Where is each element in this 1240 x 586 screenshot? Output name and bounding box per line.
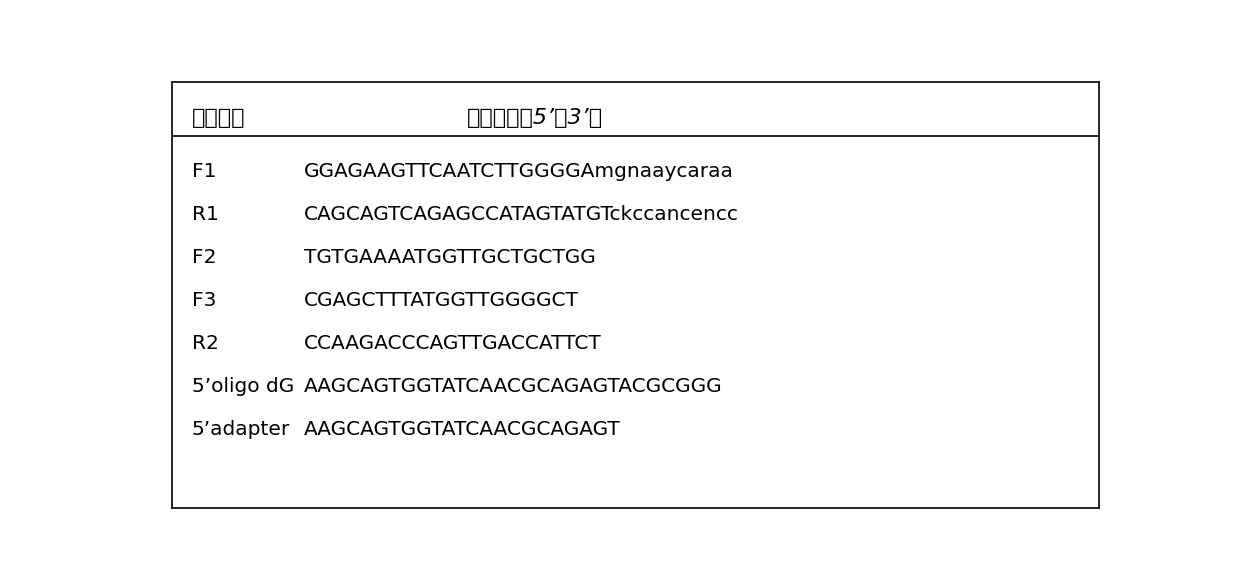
Text: GGAGAAGTTCAATCTTGGGGAmgnaaycaraa: GGAGAAGTTCAATCTTGGGGAmgnaaycaraa <box>304 162 734 181</box>
Text: 5’oligo dG: 5’oligo dG <box>191 377 294 396</box>
Text: CCAAGACCCAGTTGACCATTCT: CCAAGACCCAGTTGACCATTCT <box>304 334 601 353</box>
Text: R1: R1 <box>191 205 218 224</box>
Text: F3: F3 <box>191 291 216 310</box>
Text: 引物名称: 引物名称 <box>191 108 246 128</box>
Text: AAGCAGTGGTATCAACGCAGAGT: AAGCAGTGGTATCAACGCAGAGT <box>304 420 621 438</box>
Text: R2: R2 <box>191 334 218 353</box>
Text: TGTGAAAATGGTTGCTGCTGG: TGTGAAAATGGTTGCTGCTGG <box>304 248 595 267</box>
Text: 引物序列（5’－3’）: 引物序列（5’－3’） <box>467 108 604 128</box>
Text: F2: F2 <box>191 248 216 267</box>
Text: F1: F1 <box>191 162 216 181</box>
Text: AAGCAGTGGTATCAACGCAGAGTACGCGGG: AAGCAGTGGTATCAACGCAGAGTACGCGGG <box>304 377 723 396</box>
Text: 5’adapter: 5’adapter <box>191 420 290 438</box>
Text: CGAGCTTTATGGTTGGGGCT: CGAGCTTTATGGTTGGGGCT <box>304 291 579 310</box>
Text: CAGCAGTCAGAGCCATAGTATGTckccancencc: CAGCAGTCAGAGCCATAGTATGTckccancencc <box>304 205 739 224</box>
